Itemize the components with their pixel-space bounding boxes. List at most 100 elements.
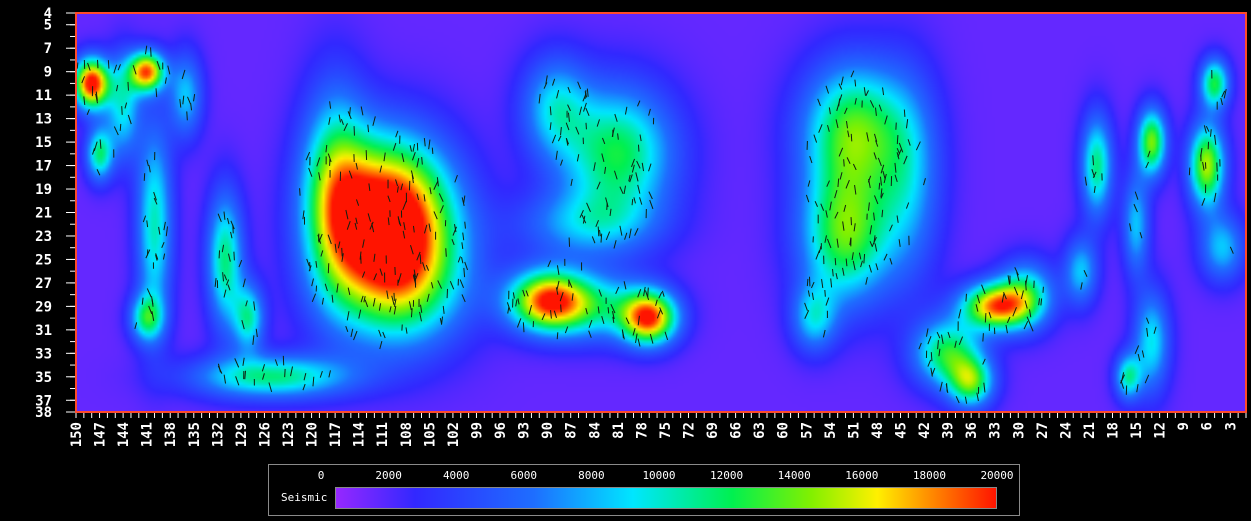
vector-arrow <box>1144 374 1150 384</box>
vector-arrow <box>343 123 348 132</box>
vector-arrow <box>807 180 811 187</box>
x-tick-label: 78 <box>634 422 650 439</box>
vector-arrow <box>551 134 557 144</box>
vector-arrow <box>1153 326 1157 334</box>
vector-arrow <box>369 221 374 230</box>
vector-arrow <box>637 289 642 298</box>
vector-arrow <box>804 302 808 311</box>
vector-arrow <box>95 93 98 104</box>
vector-arrow <box>402 230 406 239</box>
vector-arrow <box>92 148 95 155</box>
vector-arrow <box>565 122 570 131</box>
vector-arrow <box>806 278 809 287</box>
vector-arrow <box>854 79 857 87</box>
vector-arrow <box>311 278 314 287</box>
vector-arrow <box>879 176 883 186</box>
y-tick-label: 11 <box>35 88 52 104</box>
colorbar-tick-label: 16000 <box>845 469 879 482</box>
x-tick-label: 36 <box>964 422 980 439</box>
vector-arrow <box>659 307 664 315</box>
x-tick-label: 81 <box>611 422 627 439</box>
x-tick-label: 33 <box>988 422 1004 439</box>
vector-arrow <box>317 234 322 244</box>
vector-arrow <box>1121 372 1125 382</box>
vector-arrow <box>617 133 619 140</box>
vector-arrow <box>1146 327 1149 337</box>
vector-arrow <box>1092 155 1095 166</box>
vector-arrow <box>838 83 843 90</box>
vector-arrow <box>312 376 315 387</box>
vector-arrow <box>843 204 847 212</box>
vector-arrow <box>463 195 466 204</box>
vector-arrow <box>807 290 811 297</box>
vector-arrow <box>146 220 149 228</box>
vector-arrow <box>416 251 421 261</box>
vector-arrow <box>325 144 328 153</box>
vector-arrow <box>391 295 395 305</box>
vector-arrow <box>223 289 227 298</box>
vector-arrow <box>602 137 606 145</box>
vector-arrow <box>328 117 331 125</box>
vector-arrow <box>364 299 369 308</box>
vector-arrow <box>881 209 884 218</box>
vector-arrow <box>567 112 570 122</box>
vector-arrow <box>457 256 461 263</box>
vector-arrow <box>463 267 466 278</box>
vector-arrow <box>1014 267 1019 276</box>
vector-arrow <box>869 100 875 108</box>
vector-arrow <box>416 193 420 201</box>
vector-arrow <box>113 64 118 74</box>
vector-arrow <box>863 253 866 264</box>
vector-arrow <box>306 258 310 267</box>
vector-arrow <box>1005 324 1008 334</box>
vector-arrow <box>613 170 618 180</box>
vector-arrow <box>299 188 301 196</box>
vector-arrow <box>393 305 397 315</box>
vector-arrow <box>854 98 857 105</box>
x-tick-label: 105 <box>422 422 438 447</box>
vector-arrow <box>161 242 165 249</box>
vector-arrow <box>334 243 337 253</box>
vector-arrows <box>76 45 1234 404</box>
vector-arrow <box>600 233 603 243</box>
vector-arrow <box>837 178 840 188</box>
vector-arrow <box>350 328 354 338</box>
vector-arrow <box>846 157 851 164</box>
vector-arrow <box>903 109 906 117</box>
vector-arrow <box>596 181 601 190</box>
vector-arrow <box>439 205 444 214</box>
vector-arrow <box>454 224 457 233</box>
vector-arrow <box>141 297 144 305</box>
vector-arrow <box>923 178 926 186</box>
vector-arrow <box>155 254 158 261</box>
x-tick-label: 45 <box>893 422 909 439</box>
vector-arrow <box>623 185 627 195</box>
vector-arrow <box>1024 300 1028 309</box>
vector-arrow <box>167 65 171 75</box>
vector-arrow <box>423 137 426 147</box>
y-tick-label: 37 <box>35 393 52 409</box>
x-tick-label: 138 <box>163 422 179 447</box>
vector-arrow <box>387 217 390 226</box>
vector-arrow <box>222 272 225 282</box>
vector-arrow <box>612 316 615 323</box>
vector-arrow <box>396 186 399 193</box>
vector-arrow <box>115 84 119 92</box>
vector-arrow <box>927 335 932 345</box>
vector-arrow <box>940 334 944 344</box>
vector-arrow <box>655 299 658 306</box>
vector-arrow <box>1028 309 1032 318</box>
vector-arrow <box>982 358 986 365</box>
vector-arrow <box>327 234 332 245</box>
vector-arrow <box>1133 203 1138 213</box>
vector-arrow <box>889 224 893 232</box>
vector-arrow <box>633 197 636 204</box>
vector-arrow <box>235 376 240 386</box>
vector-arrow <box>419 304 423 313</box>
vector-arrow <box>1137 353 1141 362</box>
vector-arrow <box>578 106 583 116</box>
vector-arrow <box>437 280 442 289</box>
vector-arrow <box>1012 307 1017 317</box>
vector-arrow <box>844 107 848 115</box>
vector-arrow <box>610 303 616 314</box>
